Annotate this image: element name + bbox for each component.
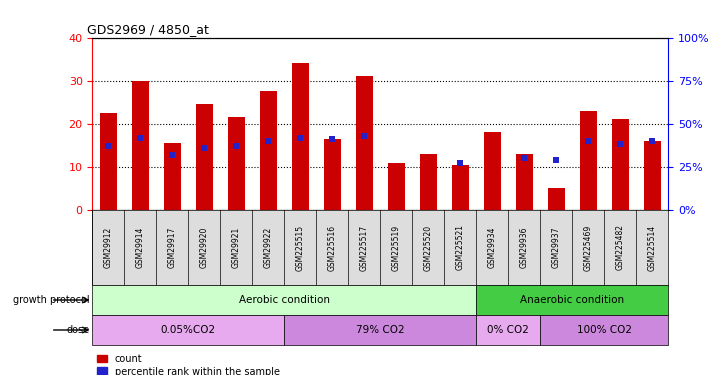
Text: GSM225514: GSM225514: [648, 224, 657, 271]
Bar: [611, 119, 629, 210]
Text: GSM29921: GSM29921: [232, 227, 241, 268]
Text: 100% CO2: 100% CO2: [577, 325, 632, 335]
Bar: [515, 154, 533, 210]
Text: GSM225482: GSM225482: [616, 225, 625, 270]
Text: GSM29912: GSM29912: [104, 227, 113, 268]
Text: Aerobic condition: Aerobic condition: [239, 295, 330, 305]
Bar: [547, 188, 565, 210]
Legend: count, percentile rank within the sample: count, percentile rank within the sample: [97, 354, 280, 375]
Bar: [324, 139, 341, 210]
Bar: [540, 315, 668, 345]
Bar: [579, 111, 597, 210]
Text: GDS2969 / 4850_at: GDS2969 / 4850_at: [87, 23, 208, 36]
Text: GSM29914: GSM29914: [136, 227, 145, 268]
Bar: [260, 92, 277, 210]
Bar: [292, 63, 309, 210]
Bar: [476, 315, 540, 345]
Text: Anaerobic condition: Anaerobic condition: [520, 295, 624, 305]
Bar: [132, 81, 149, 210]
Bar: [228, 117, 245, 210]
Text: 0.05%CO2: 0.05%CO2: [161, 325, 216, 335]
Text: 0% CO2: 0% CO2: [488, 325, 529, 335]
Text: growth protocol: growth protocol: [13, 295, 90, 305]
Text: GSM225469: GSM225469: [584, 224, 593, 271]
Text: GSM29917: GSM29917: [168, 227, 177, 268]
Text: GSM225516: GSM225516: [328, 224, 337, 271]
Text: 79% CO2: 79% CO2: [356, 325, 405, 335]
Text: GSM29937: GSM29937: [552, 227, 561, 268]
Bar: [483, 132, 501, 210]
Bar: [643, 141, 661, 210]
Bar: [196, 104, 213, 210]
Text: GSM29936: GSM29936: [520, 227, 529, 268]
Bar: [419, 154, 437, 210]
Bar: [100, 113, 117, 210]
Text: GSM29934: GSM29934: [488, 227, 497, 268]
Bar: [92, 285, 476, 315]
Bar: [164, 143, 181, 210]
Bar: [92, 315, 284, 345]
Bar: [387, 163, 405, 210]
Text: GSM225520: GSM225520: [424, 224, 433, 271]
Bar: [284, 315, 476, 345]
Text: GSM225517: GSM225517: [360, 224, 369, 271]
Bar: [356, 76, 373, 210]
Text: GSM29922: GSM29922: [264, 227, 273, 268]
Text: dose: dose: [66, 325, 90, 335]
Text: GSM225515: GSM225515: [296, 224, 305, 271]
Bar: [451, 165, 469, 210]
Text: GSM225521: GSM225521: [456, 225, 465, 270]
Text: GSM29920: GSM29920: [200, 227, 209, 268]
Text: GSM225519: GSM225519: [392, 224, 401, 271]
Bar: [476, 285, 668, 315]
